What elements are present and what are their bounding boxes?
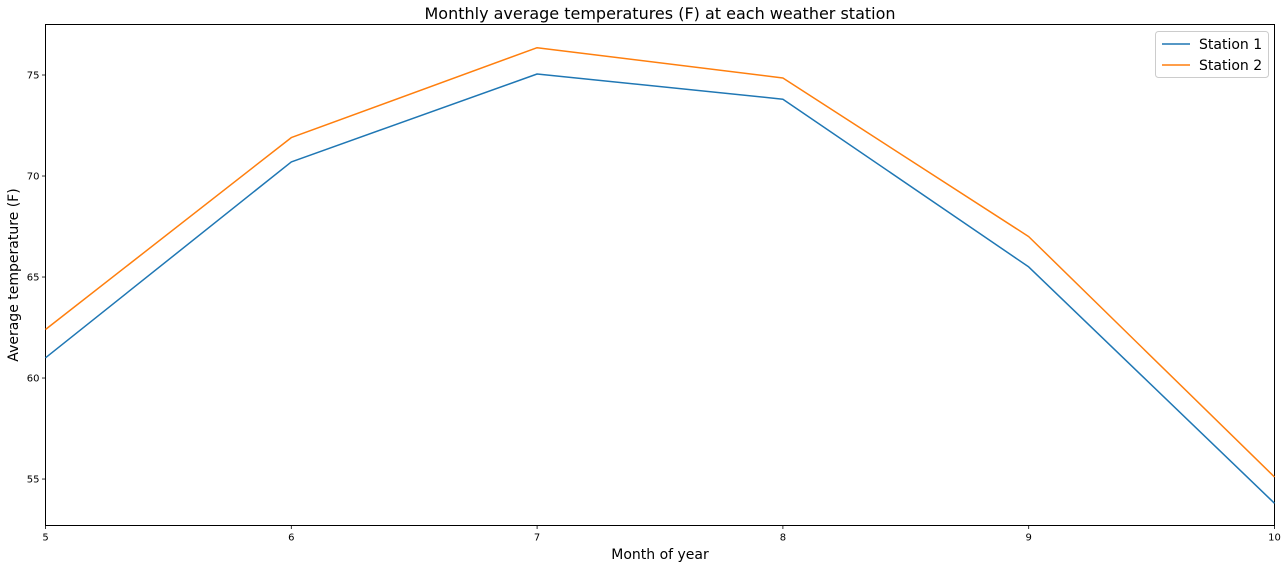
x-tick-label: 9 (1026, 533, 1032, 544)
x-tick-label: 5 (42, 533, 48, 544)
plot-area (45, 24, 1275, 526)
chart-title: Monthly average temperatures (F) at each… (424, 4, 895, 23)
y-axis: 55 60 65 70 75 (27, 71, 46, 486)
y-tick-label: 60 (27, 374, 40, 385)
legend-label: Station 2 (1199, 58, 1262, 74)
legend-box (1155, 31, 1269, 78)
y-tick-label: 65 (27, 273, 40, 284)
y-tick-label: 75 (27, 71, 40, 82)
y-tick-label: 70 (27, 172, 40, 183)
legend: Station 1 Station 2 (1155, 31, 1269, 78)
x-axis-title: Month of year (611, 547, 709, 563)
series-group (45, 46, 1276, 504)
series-line-2 (45, 46, 1276, 478)
x-tick-label: 10 (1268, 533, 1281, 544)
x-axis: 5 6 7 8 9 10 (42, 525, 1281, 544)
series-line-1 (45, 73, 1276, 504)
legend-label: Station 1 (1199, 37, 1262, 53)
x-tick-label: 8 (780, 533, 786, 544)
x-tick-label: 6 (288, 533, 294, 544)
y-tick-label: 55 (27, 475, 40, 486)
x-tick-label: 7 (534, 533, 540, 544)
y-axis-title: Average temperature (F) (6, 188, 22, 361)
